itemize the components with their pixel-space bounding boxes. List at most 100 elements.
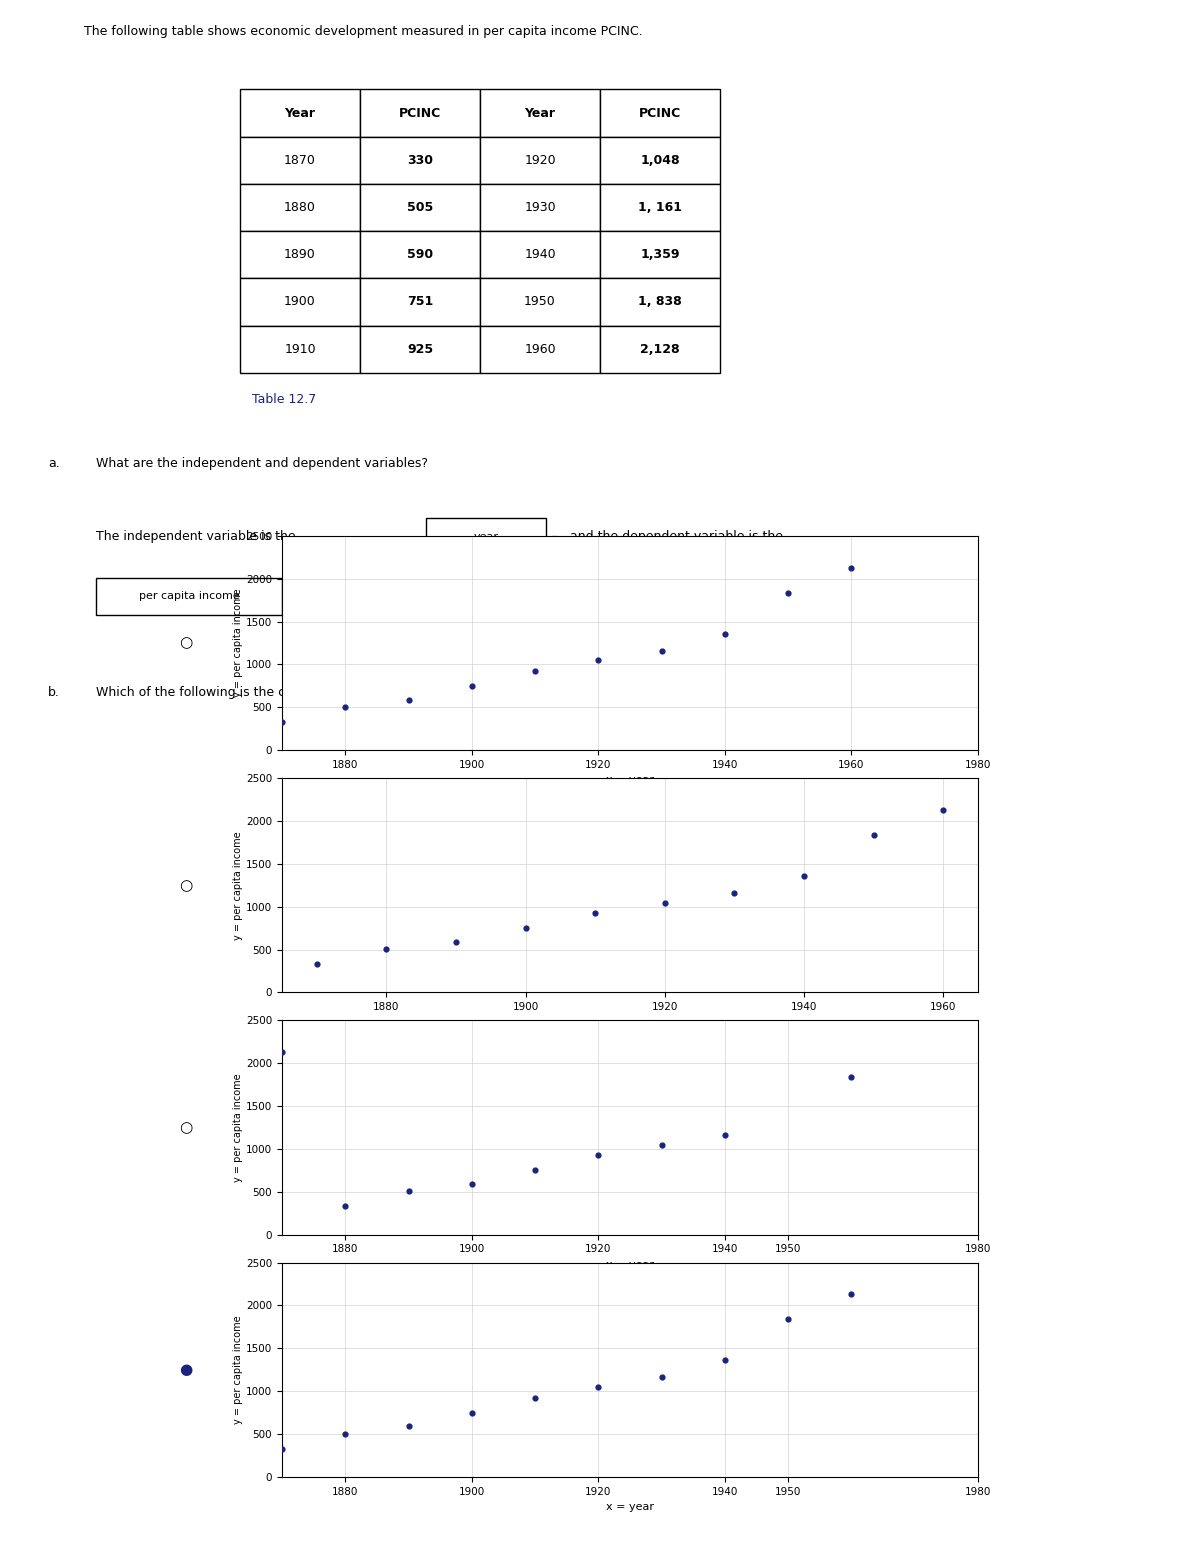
Bar — [240, 137, 360, 183]
Text: 1900: 1900 — [284, 295, 316, 309]
Bar — [480, 90, 600, 137]
Bar — [360, 183, 480, 231]
Y-axis label: y = per capita income: y = per capita income — [233, 831, 244, 940]
Text: 1, 838: 1, 838 — [638, 295, 682, 309]
Text: ○: ○ — [179, 877, 193, 893]
Point — [842, 1283, 862, 1308]
Bar — [240, 90, 360, 137]
Point — [398, 686, 418, 711]
Text: 505: 505 — [407, 200, 433, 214]
Y-axis label: y = per capita income: y = per capita income — [233, 1073, 244, 1182]
Text: 330: 330 — [407, 154, 433, 166]
Point — [446, 929, 466, 954]
Point — [934, 798, 953, 823]
Bar — [600, 183, 720, 231]
Point — [842, 1065, 862, 1090]
Text: ○: ○ — [179, 1120, 193, 1135]
Point — [589, 648, 608, 672]
Point — [652, 1132, 671, 1157]
Point — [652, 1365, 671, 1390]
Bar — [480, 278, 600, 326]
Bar — [480, 137, 600, 183]
Point — [589, 1143, 608, 1168]
Point — [307, 952, 326, 977]
Bar — [96, 578, 282, 615]
Bar — [600, 326, 720, 373]
Bar — [480, 183, 600, 231]
Point — [462, 1171, 481, 1196]
Bar — [426, 519, 546, 556]
Text: What are the independent and dependent variables?: What are the independent and dependent v… — [96, 457, 428, 471]
Point — [516, 916, 535, 941]
Point — [336, 1421, 355, 1446]
X-axis label: x = year: x = year — [606, 1259, 654, 1270]
Text: 2,128: 2,128 — [640, 343, 680, 356]
Point — [272, 1437, 292, 1461]
Text: 1950: 1950 — [524, 295, 556, 309]
Point — [715, 1348, 734, 1373]
Point — [779, 1308, 798, 1332]
Text: ○: ○ — [179, 635, 193, 651]
Point — [272, 1041, 292, 1065]
Point — [336, 1194, 355, 1219]
Bar — [600, 231, 720, 278]
Bar — [360, 278, 480, 326]
Y-axis label: y = per capita income: y = per capita income — [233, 1315, 244, 1424]
Bar — [360, 231, 480, 278]
Text: 1890: 1890 — [284, 248, 316, 261]
X-axis label: x = year: x = year — [606, 1017, 654, 1028]
Bar — [360, 90, 480, 137]
X-axis label: x = year: x = year — [606, 775, 654, 786]
Text: PCINC: PCINC — [398, 107, 442, 120]
Point — [272, 710, 292, 735]
Text: 1,359: 1,359 — [641, 248, 679, 261]
Point — [526, 658, 545, 683]
Text: and the dependent variable is the: and the dependent variable is the — [570, 530, 784, 544]
Text: 1910: 1910 — [284, 343, 316, 356]
Text: 1870: 1870 — [284, 154, 316, 166]
Bar — [240, 231, 360, 278]
Point — [864, 823, 883, 848]
Bar — [240, 278, 360, 326]
Text: 1960: 1960 — [524, 343, 556, 356]
Bar — [480, 326, 600, 373]
Text: 1930: 1930 — [524, 200, 556, 214]
Text: Which of the following is the correct scatterplot for the data above?: Which of the following is the correct sc… — [96, 686, 521, 699]
Text: Year: Year — [524, 107, 556, 120]
Bar — [480, 231, 600, 278]
Text: 590: 590 — [407, 248, 433, 261]
Text: b.: b. — [48, 686, 60, 699]
Point — [725, 881, 744, 905]
Text: per capita income: per capita income — [139, 592, 239, 601]
Text: a.: a. — [48, 457, 60, 471]
Point — [794, 863, 814, 888]
Point — [715, 621, 734, 646]
Text: 751: 751 — [407, 295, 433, 309]
Text: 925: 925 — [407, 343, 433, 356]
Point — [398, 1179, 418, 1204]
Text: year: year — [474, 531, 498, 542]
Text: ●: ● — [179, 1362, 193, 1378]
Point — [655, 890, 674, 915]
Point — [586, 901, 605, 926]
Point — [715, 1123, 734, 1148]
Point — [462, 674, 481, 699]
Text: The independent variable is the: The independent variable is the — [96, 530, 295, 544]
Text: Year: Year — [284, 107, 316, 120]
Bar — [600, 137, 720, 183]
Point — [398, 1413, 418, 1438]
Text: 1940: 1940 — [524, 248, 556, 261]
X-axis label: x = year: x = year — [606, 1502, 654, 1513]
Text: 1, 161: 1, 161 — [638, 200, 682, 214]
Text: The following table shows economic development measured in per capita income PCI: The following table shows economic devel… — [84, 25, 643, 37]
Text: PCINC: PCINC — [638, 107, 682, 120]
Text: ▾: ▾ — [552, 531, 557, 542]
Text: 1,048: 1,048 — [640, 154, 680, 166]
Point — [462, 1401, 481, 1426]
Bar — [360, 137, 480, 183]
Point — [526, 1159, 545, 1183]
Bar — [240, 183, 360, 231]
Point — [336, 694, 355, 719]
Text: Table 12.7: Table 12.7 — [252, 393, 317, 405]
Text: 1920: 1920 — [524, 154, 556, 166]
